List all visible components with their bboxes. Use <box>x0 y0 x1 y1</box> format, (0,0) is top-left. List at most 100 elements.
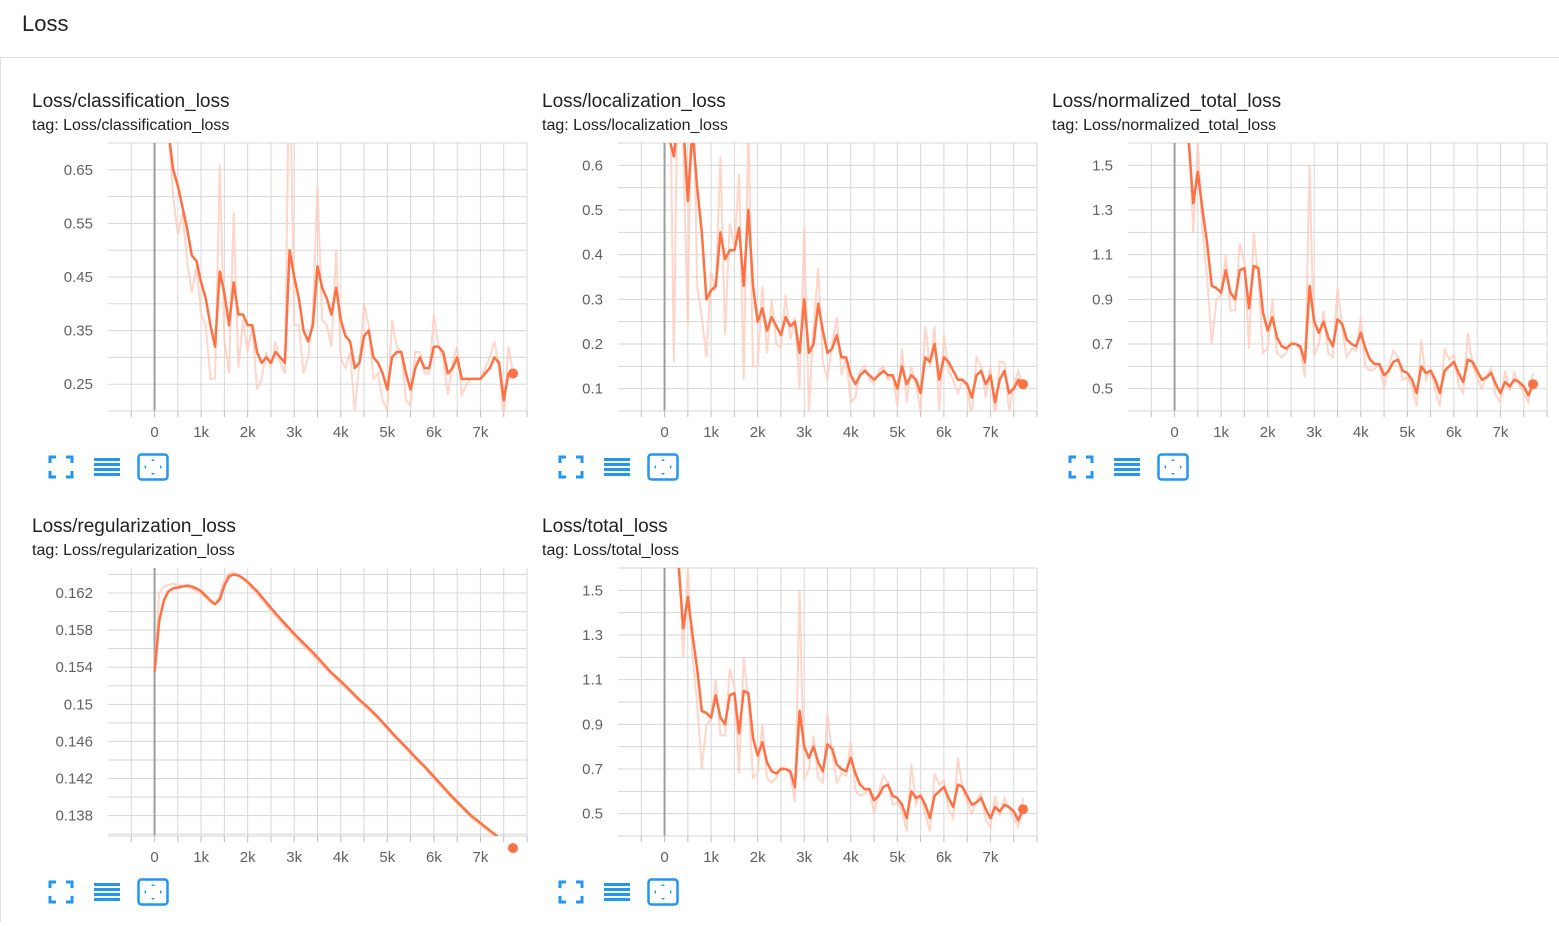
toggle-log-scale-button[interactable] <box>1110 451 1144 483</box>
x-tick-label: 4k <box>843 424 859 441</box>
fit-domain-icon <box>647 453 679 481</box>
x-tick-label: 5k <box>379 849 395 866</box>
gridlines <box>108 568 528 836</box>
y-tick-label: 0.146 <box>55 733 93 750</box>
x-tick-label: 4k <box>333 424 349 441</box>
smoothed-series-line <box>669 143 1024 404</box>
card-title: Loss/total_loss <box>542 516 668 537</box>
y-tick-label: 0.15 <box>64 696 93 713</box>
toggle-log-scale-button[interactable] <box>90 451 124 483</box>
fit-domain-icon <box>1157 453 1189 481</box>
smoothed-series-line <box>677 568 1025 822</box>
toggle-log-scale-icon <box>94 883 120 901</box>
toggle-log-scale-button[interactable] <box>600 876 634 908</box>
x-tick-label: 3k <box>796 424 812 441</box>
last-point-marker <box>1528 379 1539 390</box>
last-point-marker <box>1018 804 1029 815</box>
fit-domain-button[interactable] <box>136 876 170 908</box>
x-tick-label: 7k <box>983 849 999 866</box>
fullscreen-icon <box>48 455 74 479</box>
chart-card-total-loss: Loss/total_loss tag: Loss/total_loss 0.5… <box>542 516 1042 926</box>
line-chart[interactable]: 0.5 0.7 0.9 1.1 1.3 1.5 0 1k 2k 3k 4k 5k 6k 7k <box>542 566 1042 866</box>
card-tag: tag: Loss/total_loss <box>542 542 679 559</box>
y-tick-label: 0.142 <box>55 771 93 788</box>
y-tick-label: 0.5 <box>1092 381 1113 398</box>
y-tick-label: 0.55 <box>64 215 93 232</box>
x-tick-label: 5k <box>1399 424 1415 441</box>
raw-series-line <box>153 571 497 836</box>
x-tick-label: 0 <box>660 849 668 866</box>
card-title: Loss/classification_loss <box>32 91 230 112</box>
raw-series-line <box>669 143 1025 411</box>
raw-series-line <box>168 143 515 411</box>
card-tag: tag: Loss/regularization_loss <box>32 542 235 559</box>
last-point-marker <box>508 368 519 379</box>
x-tick-label: 1k <box>1213 424 1229 441</box>
y-tick-label: 0.65 <box>64 162 93 179</box>
y-tick-label: 0.4 <box>582 247 603 264</box>
smoothed-series-line <box>1187 143 1535 397</box>
x-tick-label: 7k <box>983 424 999 441</box>
gridlines <box>1128 142 1548 412</box>
y-tick-label: 0.3 <box>582 291 603 308</box>
chart-toolbar <box>44 451 184 483</box>
series-group <box>677 568 1025 832</box>
smoothed-series-line <box>168 143 514 402</box>
series-group <box>168 143 515 411</box>
series-group <box>669 143 1025 411</box>
y-tick-label: 0.35 <box>64 323 93 340</box>
x-tick-label: 6k <box>426 849 442 866</box>
fit-domain-icon <box>647 878 679 906</box>
x-tick-label: 3k <box>796 849 812 866</box>
y-tick-label: 1.5 <box>1092 157 1113 174</box>
fullscreen-button[interactable] <box>554 451 588 483</box>
x-axis: 0 1k 2k 3k 4k 5k 6k 7k <box>108 410 528 441</box>
toggle-log-scale-button[interactable] <box>90 876 124 908</box>
x-tick-label: 6k <box>1446 424 1462 441</box>
y-tick-label: 0.158 <box>55 622 93 639</box>
x-tick-label: 5k <box>889 424 905 441</box>
x-tick-label: 6k <box>426 424 442 441</box>
x-tick-label: 5k <box>889 849 905 866</box>
y-tick-label: 0.7 <box>582 761 603 778</box>
y-tick-label: 1.3 <box>582 627 603 644</box>
gridlines <box>618 142 1038 412</box>
line-chart[interactable]: 0.1 0.2 0.3 0.4 0.5 0.6 0 1k 2k 3k 4k 5k 6k 7k <box>542 141 1042 441</box>
fullscreen-button[interactable] <box>554 876 588 908</box>
x-tick-label: 5k <box>379 424 395 441</box>
y-tick-label: 0.45 <box>64 269 93 286</box>
fit-domain-button[interactable] <box>646 876 680 908</box>
x-tick-label: 2k <box>750 424 766 441</box>
x-tick-label: 7k <box>473 849 489 866</box>
section-header: Loss <box>0 0 1559 58</box>
y-tick-label: 1.1 <box>1092 247 1113 264</box>
line-chart[interactable]: 0.5 0.7 0.9 1.1 1.3 1.5 0 1k 2k 3k 4k 5k 6k 7k <box>1052 141 1552 441</box>
fit-domain-button[interactable] <box>646 451 680 483</box>
last-point-marker <box>508 843 519 854</box>
toggle-log-scale-icon <box>604 458 630 476</box>
x-tick-label: 4k <box>1353 424 1369 441</box>
fit-domain-button[interactable] <box>136 451 170 483</box>
toggle-log-scale-button[interactable] <box>600 451 634 483</box>
x-tick-label: 3k <box>286 424 302 441</box>
x-axis: 0 1k 2k 3k 4k 5k 6k 7k <box>108 835 528 866</box>
chart-card-classification-loss: Loss/classification_loss tag: Loss/class… <box>32 91 532 501</box>
fit-domain-button[interactable] <box>1156 451 1190 483</box>
x-tick-label: 2k <box>240 849 256 866</box>
x-tick-label: 2k <box>1260 424 1276 441</box>
series-group <box>1187 143 1535 407</box>
x-tick-label: 4k <box>843 849 859 866</box>
fullscreen-button[interactable] <box>44 876 78 908</box>
line-chart[interactable]: 0.138 0.142 0.146 0.15 0.154 0.158 0.162 0 1k 2k 3… <box>32 566 532 866</box>
fullscreen-button[interactable] <box>44 451 78 483</box>
x-tick-label: 0 <box>1170 424 1178 441</box>
x-axis: 0 1k 2k 3k 4k 5k 6k 7k <box>1128 410 1548 441</box>
x-tick-label: 2k <box>240 424 256 441</box>
fullscreen-button[interactable] <box>1064 451 1098 483</box>
x-tick-label: 0 <box>150 424 158 441</box>
card-tag: tag: Loss/localization_loss <box>542 117 728 134</box>
toggle-log-scale-icon <box>1114 458 1140 476</box>
section-title: Loss <box>22 11 69 36</box>
card-tag: tag: Loss/classification_loss <box>32 117 230 134</box>
line-chart[interactable]: 0.25 0.35 0.45 0.55 0.65 0 1k 2k 3k 4k 5k 6k 7k <box>32 141 532 441</box>
